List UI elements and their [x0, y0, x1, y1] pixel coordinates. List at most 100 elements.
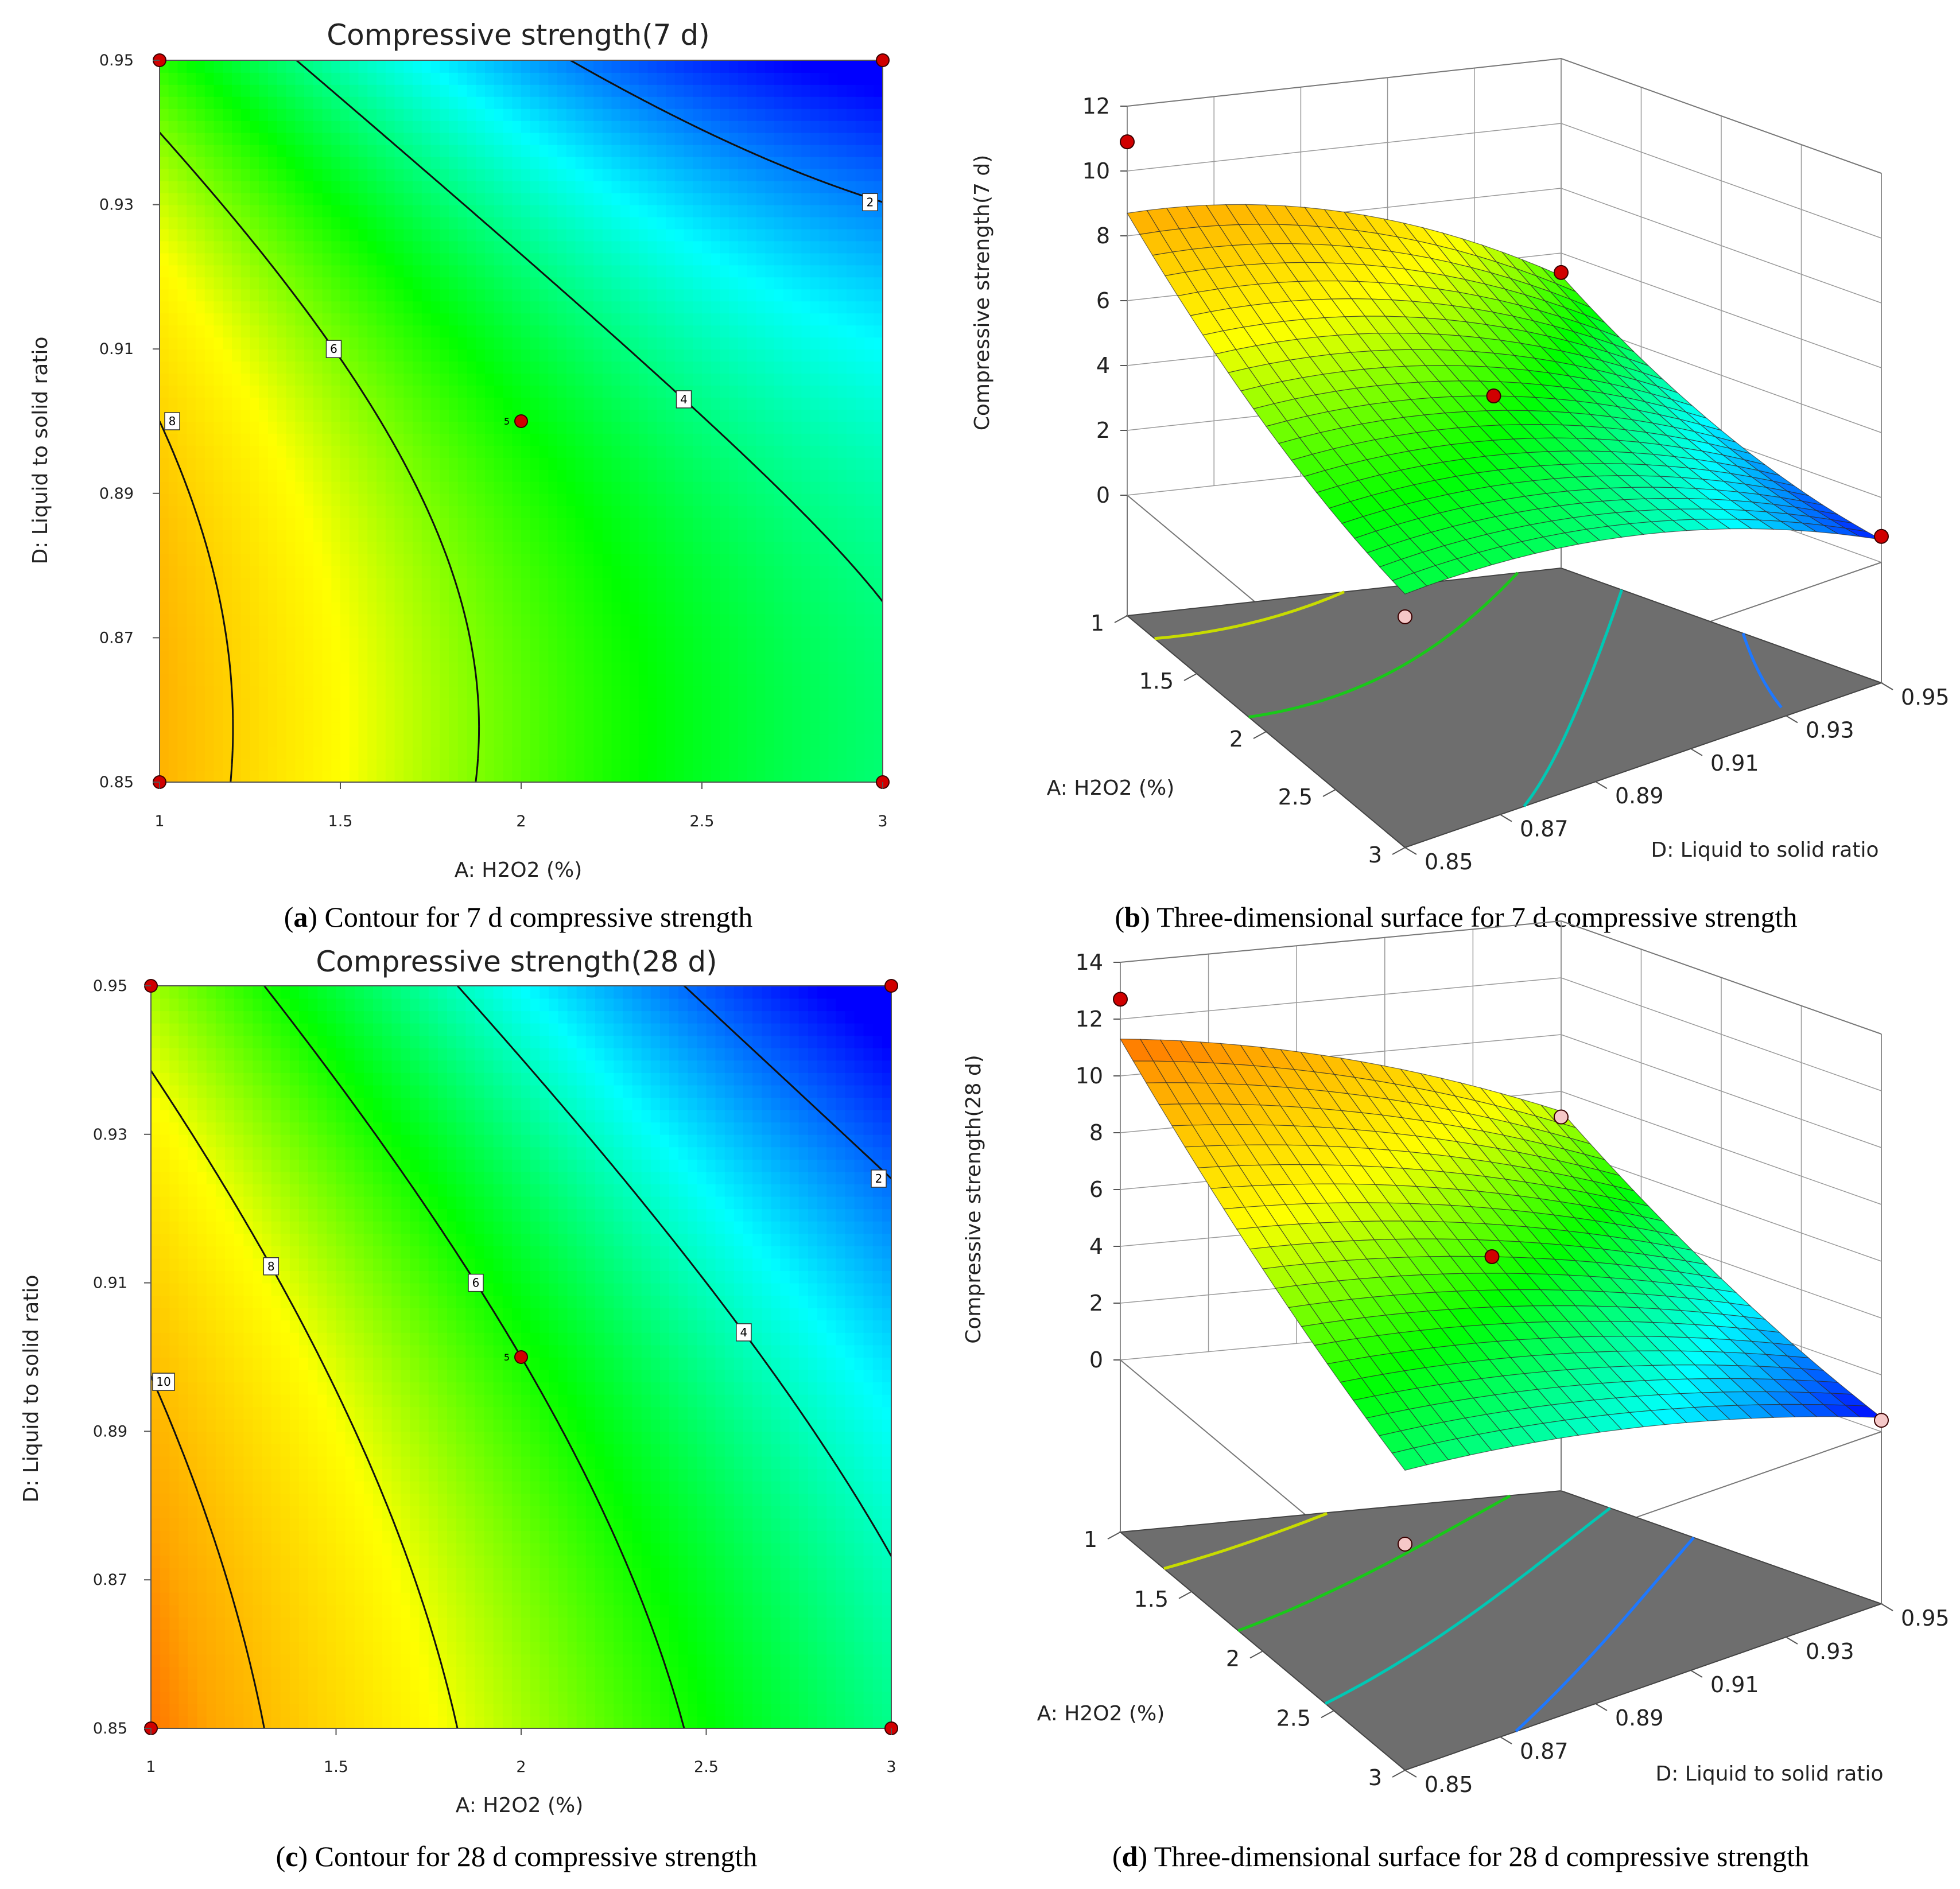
contour-cell — [602, 481, 612, 494]
contour-cell — [638, 144, 649, 157]
contour-cell — [413, 589, 422, 603]
contour-cell — [277, 252, 287, 266]
contour-cell — [394, 204, 405, 217]
contour-cell — [223, 120, 232, 133]
contour-cell — [394, 325, 405, 338]
contour-cell — [340, 577, 350, 590]
contour-cell — [304, 289, 314, 302]
contour-cell — [684, 662, 694, 675]
contour-cell — [693, 192, 703, 205]
contour-cell — [304, 168, 314, 181]
contour-cell — [467, 409, 477, 422]
contour-cell — [467, 216, 477, 230]
contour-cell — [449, 770, 459, 782]
contour-cell — [756, 60, 766, 73]
contour-cell — [232, 180, 242, 193]
contour-cell — [440, 313, 449, 326]
contour-cell — [259, 650, 269, 663]
contour-cell — [512, 385, 522, 398]
contour-cell — [421, 228, 432, 242]
contour-cell — [259, 349, 269, 362]
contour-cell — [250, 96, 260, 109]
contour-cell — [277, 565, 287, 578]
contour-cell — [160, 481, 169, 494]
contour-cell — [494, 505, 504, 518]
contour-cell — [322, 517, 332, 530]
contour-cell — [548, 553, 558, 566]
contour-cell — [187, 601, 196, 615]
contour-cell — [666, 120, 676, 133]
contour-cell — [421, 433, 432, 446]
contour-cell — [855, 373, 865, 386]
contour-cell — [286, 577, 296, 590]
contour-cell — [720, 710, 730, 723]
contour-cell — [204, 421, 215, 434]
contour-cell — [738, 722, 748, 735]
contour-cell — [304, 601, 314, 615]
contour-cell — [268, 553, 278, 566]
contour-cell — [214, 313, 224, 326]
contour-cell — [521, 686, 531, 699]
contour-cell — [729, 385, 739, 398]
contour-cell — [792, 638, 802, 651]
contour-cell — [557, 180, 567, 193]
contour-cell — [250, 469, 260, 482]
contour-cell — [232, 746, 242, 759]
contour-cell — [593, 734, 603, 747]
contour-cell — [367, 481, 377, 494]
contour-cell — [240, 674, 251, 687]
contour-cell — [847, 457, 856, 470]
contour-cell — [801, 192, 811, 205]
contour-cell — [847, 698, 856, 711]
contour-cell — [530, 698, 540, 711]
contour-cell — [413, 601, 422, 615]
contour-cell — [367, 373, 377, 386]
contour-cell — [349, 698, 359, 711]
contour-cell — [828, 469, 839, 482]
contour-cell — [747, 397, 757, 410]
contour-cell — [729, 409, 739, 422]
contour-cell — [729, 710, 739, 723]
contour-cell — [729, 469, 739, 482]
contour-cell — [792, 770, 802, 782]
contour-cell — [530, 577, 540, 590]
contour-cell — [512, 240, 522, 254]
contour-cell — [223, 337, 232, 350]
contour-cell — [810, 601, 820, 615]
contour-cell — [358, 613, 368, 627]
contour-cell — [747, 613, 757, 627]
contour-cell — [647, 84, 658, 97]
contour-cell — [548, 265, 558, 278]
contour-cell — [819, 192, 829, 205]
contour-cell — [377, 722, 386, 735]
contour-cell — [539, 349, 549, 362]
contour-cell — [440, 529, 449, 542]
contour-cell — [783, 589, 793, 603]
contour-cell — [657, 301, 666, 314]
contour-cell — [819, 421, 829, 434]
contour-cell — [864, 240, 875, 254]
contour-cell — [168, 168, 178, 181]
contour-cell — [160, 108, 169, 121]
contour-cell — [837, 120, 847, 133]
contour-cell — [792, 625, 802, 639]
contour-cell — [358, 108, 368, 121]
contour-cell — [593, 337, 603, 350]
contour-cell — [421, 650, 432, 663]
contour-cell — [503, 277, 513, 290]
contour-cell — [774, 686, 784, 699]
contour-cell — [340, 385, 350, 398]
contour-cell — [214, 265, 224, 278]
contour-cell — [168, 517, 178, 530]
contour-cell — [457, 108, 468, 121]
contour-cell — [729, 397, 739, 410]
contour-cell — [286, 397, 296, 410]
contour-cell — [557, 409, 567, 422]
contour-cell — [874, 240, 883, 254]
contour-cell — [277, 228, 287, 242]
contour-cell — [403, 638, 413, 651]
contour-cell — [521, 337, 531, 350]
contour-cell — [630, 228, 639, 242]
contour-cell — [837, 457, 847, 470]
contour-cell — [702, 192, 712, 205]
